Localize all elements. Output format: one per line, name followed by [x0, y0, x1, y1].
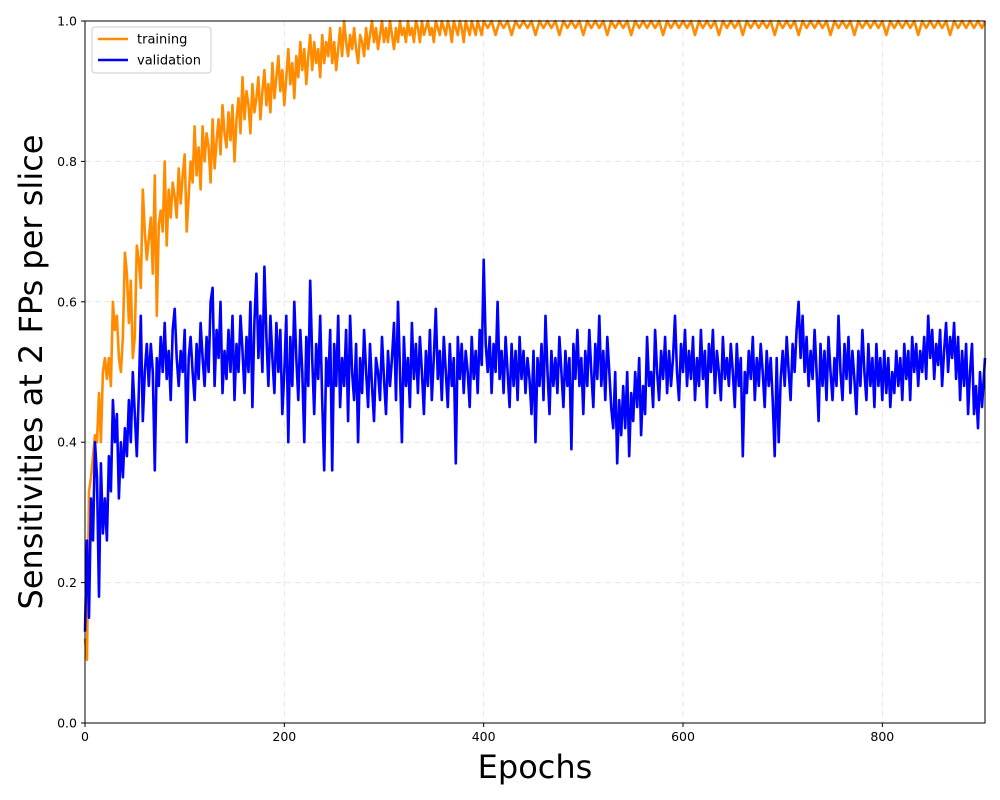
x-tick-label: 600 [671, 729, 695, 744]
x-tick-label: 400 [472, 729, 496, 744]
legend-label-validation: validation [137, 54, 201, 69]
axis-ticks: 0 200 400 600 800 0.0 0.2 0.4 0.6 0.8 1.0 [57, 14, 894, 745]
y-tick-label: 0.0 [57, 716, 77, 731]
plot-frame [84, 20, 986, 724]
y-tick-label: 0.4 [57, 435, 77, 450]
y-axis-title: Sensitivities at 2 FPs per slice [12, 135, 50, 610]
x-tick-label: 800 [870, 729, 894, 744]
y-tick-label: 0.6 [57, 294, 77, 309]
series-layer [83, 19, 987, 662]
series-line-validation [83, 258, 987, 632]
y-tick-label: 0.8 [57, 154, 77, 169]
series-line-training [83, 19, 987, 662]
x-tick-label: 200 [272, 729, 296, 744]
y-tick-label: 1.0 [57, 14, 77, 29]
x-axis-title: Epochs [478, 748, 593, 786]
y-tick-label: 0.2 [57, 575, 77, 590]
legend-label-training: training [137, 33, 187, 48]
legend: training validation [91, 26, 212, 74]
x-tick-label: 0 [81, 729, 89, 744]
